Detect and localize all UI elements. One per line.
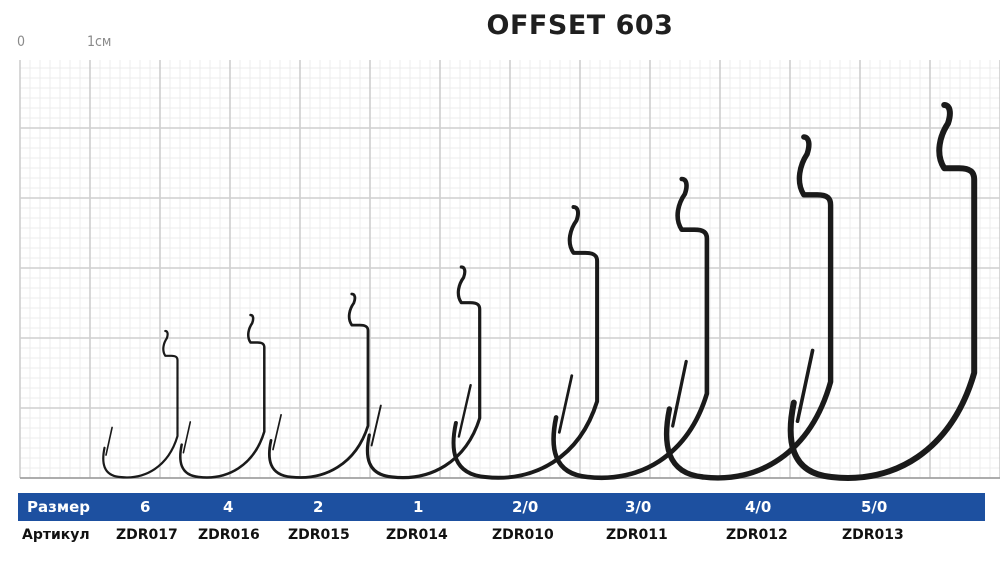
hook-wire [179, 313, 266, 479]
article-zdr015: ZDR015 [288, 527, 350, 543]
hook-barb [272, 413, 282, 451]
size-2-0: 2/0 [512, 498, 539, 516]
hook-size-2-0 [451, 205, 600, 480]
hook-size-5-0 [787, 102, 978, 481]
hook-wire [451, 205, 600, 480]
hook-size-4-0 [663, 134, 834, 481]
hook-size-2 [267, 292, 370, 479]
size-2: 2 [313, 498, 324, 516]
hook-size-6 [102, 329, 179, 479]
hook-wire [787, 102, 978, 481]
hook-wire [551, 176, 710, 481]
scale-zero-label: 0 [17, 34, 26, 50]
size-4-0: 4/0 [745, 498, 772, 516]
article-zdr012: ZDR012 [726, 527, 788, 543]
hook-size-4 [179, 313, 266, 479]
hook-barb [182, 421, 192, 454]
hook-drawings [102, 102, 978, 481]
article-zdr017: ZDR017 [116, 527, 178, 543]
hook-wire [663, 134, 834, 481]
article-zdr013: ZDR013 [842, 527, 904, 543]
hook-wire [267, 292, 370, 479]
article-zdr014: ZDR014 [386, 527, 448, 543]
size-bar: Размер 6 4 2 1 2/0 3/0 4/0 5/0 [18, 493, 985, 521]
size-1: 1 [413, 498, 424, 516]
size-5-0: 5/0 [861, 498, 888, 516]
article-header: Артикул [22, 527, 90, 543]
hook-barb [457, 384, 472, 438]
chart-title: OFFSET 603 [486, 10, 674, 41]
size-4: 4 [223, 498, 234, 516]
hook-barb [370, 404, 382, 447]
hook-barb [557, 374, 574, 434]
measurement-grid [19, 60, 1000, 479]
article-zdr016: ZDR016 [198, 527, 260, 543]
size-3-0: 3/0 [625, 498, 652, 516]
article-zdr011: ZDR011 [606, 527, 668, 543]
scale-unit-label: 1см [87, 34, 112, 50]
hook-size-1 [365, 265, 482, 480]
hook-barb [795, 348, 815, 423]
hook-barb [105, 426, 113, 456]
hook-wire [102, 329, 179, 479]
article-zdr010: ZDR010 [492, 527, 554, 543]
hook-size-3-0 [551, 176, 710, 481]
size-header: Размер [27, 498, 91, 516]
hook-wire [365, 265, 482, 480]
size-6: 6 [140, 498, 151, 516]
hook-barb [671, 359, 688, 428]
